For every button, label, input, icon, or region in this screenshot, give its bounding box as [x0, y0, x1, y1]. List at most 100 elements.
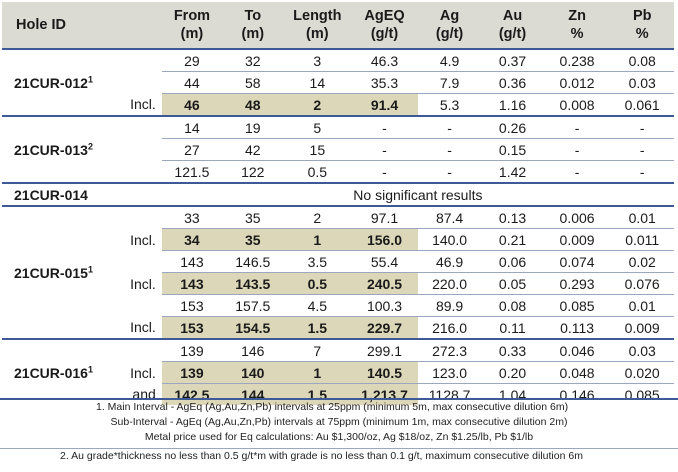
au-cell: 0.20 [481, 361, 544, 384]
header-zn: Zn% [543, 2, 611, 49]
from-cell: 153 [161, 316, 223, 339]
pb-cell: 0.009 [610, 316, 674, 339]
zn-cell: 0.238 [543, 48, 611, 72]
length-cell: 15 [283, 138, 352, 161]
to-cell: 154.5 [222, 316, 284, 339]
zn-cell: 0.048 [543, 361, 611, 384]
to-cell: 140 [222, 361, 284, 384]
length-cell: 0.5 [283, 272, 352, 295]
ag-cell: - [417, 160, 482, 183]
from-cell: 33 [161, 205, 223, 229]
from-cell: 143 [161, 250, 223, 273]
header-length: Length (m) [283, 2, 352, 49]
hole-id-cell: 21CUR-0161 [2, 338, 111, 405]
au-cell: 1.16 [481, 93, 544, 116]
to-cell: 146 [222, 338, 284, 362]
qualifier-cell: Incl. [130, 231, 156, 248]
ageq-cell: 156.0 [351, 228, 418, 251]
qualifier-cell [110, 115, 162, 139]
ag-cell: 89.9 [417, 294, 482, 317]
ag-cell: 4.9 [417, 48, 482, 72]
au-cell: 0.06 [481, 250, 544, 273]
table-row: 153 157.5 4.5 100.3 89.9 0.08 0.085 0.01 [2, 294, 674, 317]
zn-cell: 0.085 [543, 294, 611, 317]
pb-cell: 0.01 [610, 205, 674, 229]
no-results-cell: No significant results [161, 182, 674, 206]
zn-cell: 0.113 [543, 316, 611, 339]
ag-cell: 140.0 [417, 228, 482, 251]
ageq-cell: 55.4 [351, 250, 418, 273]
ageq-cell: - [351, 160, 418, 183]
au-cell: 0.13 [481, 205, 544, 229]
to-cell: 143.5 [222, 272, 284, 295]
header-from: From (m) [161, 2, 223, 49]
length-cell: 1 [283, 228, 352, 251]
hole-id-cell: 21CUR-0151 [2, 205, 111, 339]
table-row-highlight: Incl. 143 143.5 0.5 240.5 220.0 0.05 0.2… [2, 272, 674, 295]
table-row: 21CUR-0151 33 35 2 97.1 87.4 0.13 0.006 … [2, 205, 674, 339]
length-cell: 2 [283, 205, 352, 229]
zn-cell: 0.012 [543, 71, 611, 94]
from-cell: 139 [161, 338, 223, 362]
qualifier-cell [111, 251, 162, 273]
qualifier-cell: Incl. [130, 275, 156, 292]
zn-cell: 0.006 [543, 205, 611, 229]
table-row: 121.5 122 0.5 - - 1.42 - - [2, 160, 674, 184]
header-ag: Ag (g/t) [417, 2, 482, 49]
qualifier-cell: Incl. [130, 96, 156, 113]
footnote-1-prices: Metal price used for Eq calculations: Au… [144, 431, 534, 443]
hole-id-cell: 21CUR-0121 [2, 48, 111, 116]
footnote-2: 2. Au grade*thickness no less than 0.5 g… [0, 448, 678, 464]
au-cell: 0.26 [481, 115, 544, 139]
to-cell: 35 [222, 205, 284, 229]
zn-cell: 0.046 [543, 338, 611, 362]
qualifier-cell [111, 139, 162, 161]
ageq-cell: 97.1 [351, 205, 418, 229]
from-cell: 29 [161, 48, 223, 72]
to-cell: 122 [222, 160, 284, 183]
header-to: To (m) [222, 2, 284, 49]
qualifier-cell: Incl. [130, 319, 156, 336]
zn-cell: 0.009 [543, 228, 611, 251]
table-row: 21CUR-0132 14 19 5 - - 0.26 - - [2, 115, 674, 183]
pb-cell: - [610, 160, 674, 183]
length-cell: 3.5 [283, 250, 352, 273]
zn-cell: 0.293 [543, 272, 611, 295]
pb-cell: 0.03 [610, 338, 674, 362]
header-ageq: AgEQ (g/t) [351, 2, 418, 49]
to-cell: 19 [222, 115, 284, 139]
hole-id-cell: 21CUR-014 [2, 182, 162, 206]
ageq-cell: 229.7 [351, 316, 418, 339]
ag-cell: 87.4 [417, 205, 482, 229]
pb-cell: - [610, 138, 674, 161]
ageq-cell: 299.1 [351, 338, 418, 362]
to-cell: 35 [222, 228, 284, 251]
ageq-cell: 140.5 [351, 361, 418, 384]
qualifier-cell [111, 161, 162, 184]
pb-cell: - [610, 115, 674, 139]
qualifier-cell [111, 72, 162, 94]
from-cell: 153 [161, 294, 223, 317]
qualifier-cell [110, 48, 162, 72]
length-cell: 1 [283, 361, 352, 384]
from-cell: 44 [161, 71, 223, 94]
pb-cell: 0.03 [610, 71, 674, 94]
to-cell: 48 [222, 93, 284, 116]
table-row: 44 58 14 35.3 7.9 0.36 0.012 0.03 [2, 71, 674, 94]
zn-cell: - [543, 138, 611, 161]
au-cell: 0.21 [481, 228, 544, 251]
length-cell: 14 [283, 71, 352, 94]
ag-cell: - [417, 138, 482, 161]
pb-cell: 0.01 [610, 294, 674, 317]
ageq-cell: - [351, 138, 418, 161]
footnote-1-sub: Sub-Interval - AgEq (Ag,Au,Zn,Pb) interv… [110, 416, 568, 428]
table-row: 21CUR-0121 29 32 3 46.3 4.9 0.37 0.238 0… [2, 48, 674, 116]
table-row-highlight: Incl. 153 154.5 1.5 229.7 216.0 0.11 0.1… [2, 316, 674, 339]
ag-cell: 46.9 [417, 250, 482, 273]
ageq-cell: 46.3 [351, 48, 418, 72]
table-row: 143 146.5 3.5 55.4 46.9 0.06 0.074 0.02 [2, 250, 674, 273]
au-cell: 0.08 [481, 294, 544, 317]
zn-cell: 0.008 [543, 93, 611, 116]
pb-cell: 0.020 [610, 361, 674, 384]
au-cell: 0.05 [481, 272, 544, 295]
